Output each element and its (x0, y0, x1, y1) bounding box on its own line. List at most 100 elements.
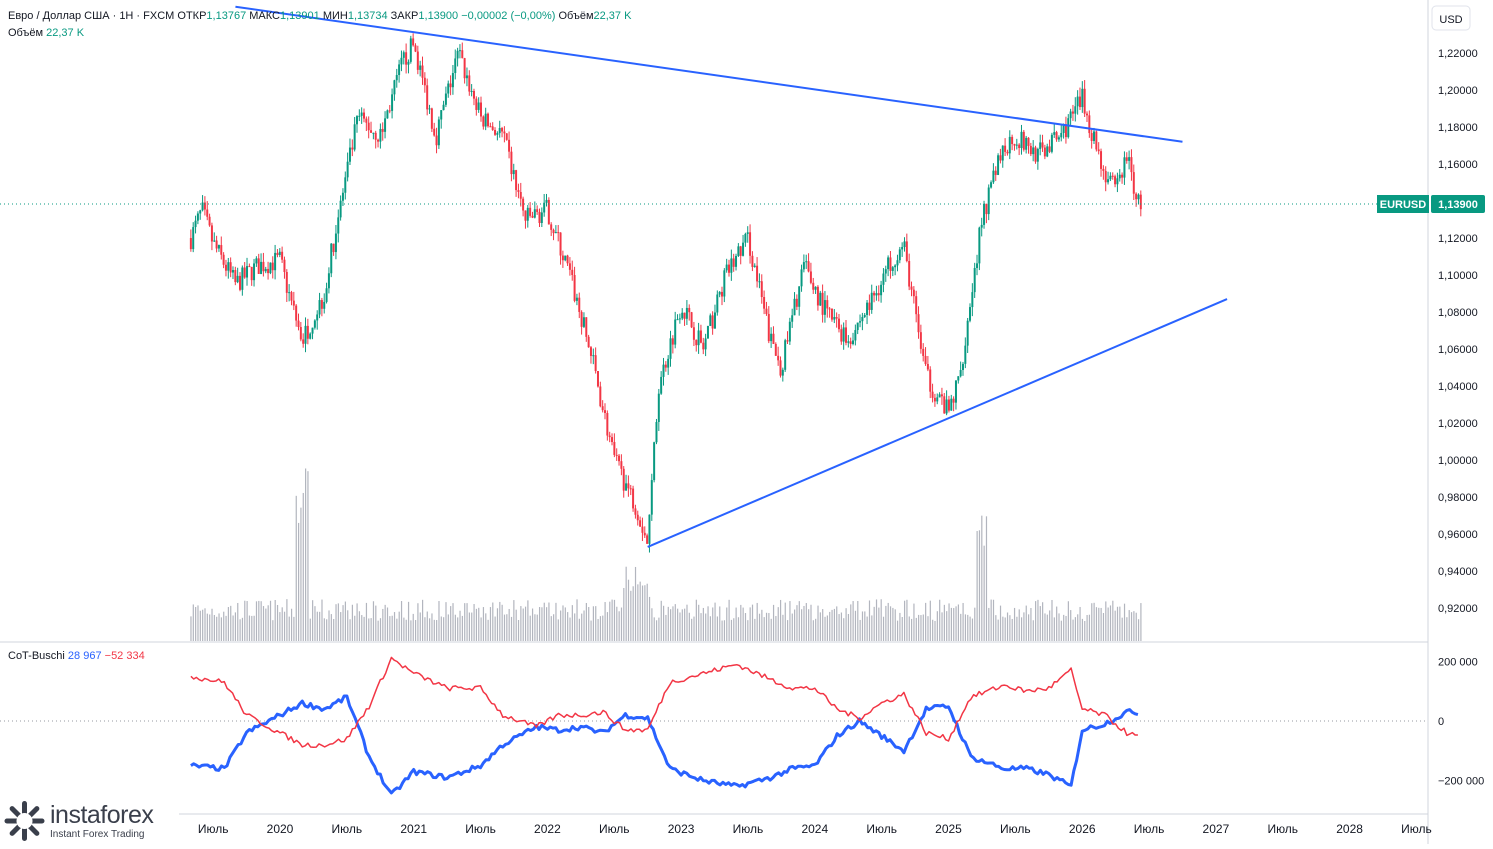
volume-bar (517, 619, 520, 641)
candle-body (491, 126, 494, 130)
candle-body (772, 333, 775, 344)
volume-bar (960, 613, 962, 641)
candle-body (725, 264, 728, 271)
volume-bar (328, 610, 330, 641)
candle-body (669, 338, 672, 359)
volume-bar (218, 613, 220, 641)
candle-body (557, 232, 560, 234)
time-axis[interactable]: Июль 2020 Июль 2021 Июль 2022 Июль 2023 Июль 2024… (198, 822, 1432, 836)
indicator-name[interactable]: CoT-Buschi (8, 650, 65, 662)
candle-body (947, 399, 950, 411)
candle-body (1034, 147, 1037, 162)
volume-bar (822, 609, 824, 641)
volume-bar (726, 607, 728, 641)
candle-body (711, 315, 714, 329)
candle-body (873, 292, 876, 296)
volume-bar (826, 615, 828, 641)
volume-bar (321, 599, 323, 641)
volume-bar (433, 619, 435, 641)
candle-body (229, 262, 232, 273)
price-tick-label: 1,12000 (1438, 233, 1478, 245)
candle-body (433, 128, 436, 136)
volume-bar (384, 604, 386, 641)
volume-bar (422, 599, 424, 641)
candle-body (1130, 157, 1133, 173)
candle-body (1102, 168, 1105, 171)
candle-body (463, 58, 466, 79)
volume-bar (843, 618, 845, 641)
candle-body (538, 211, 541, 224)
cot-short-line (190, 656, 1138, 749)
trendline[interactable] (647, 298, 1228, 548)
candle-body (1008, 136, 1011, 154)
volume-bar (482, 607, 485, 641)
ohlc-legend[interactable]: Евро / Доллар США · 1Н · FXCM ОТКР1,1376… (8, 10, 632, 22)
candle-body (292, 300, 295, 306)
candle-body (419, 65, 422, 70)
candle-body (765, 308, 768, 314)
candle-body (978, 227, 981, 264)
price-scale[interactable]: USD 1,22000 1,20000 1,18000 1,16000 1,12000 1… (1431, 5, 1478, 615)
indicator-legend[interactable]: CoT-Buschi 28 967 −52 334 (8, 650, 145, 662)
candle-body (451, 73, 454, 88)
volume-bar (1116, 606, 1119, 641)
volume-bar (211, 608, 213, 641)
volume-bar (295, 495, 297, 641)
volume-bar (714, 602, 716, 641)
volume-bar (817, 605, 819, 641)
volume-bar (358, 611, 361, 641)
candle-body (351, 147, 354, 150)
volume-legend[interactable]: Объём 22,37 K (8, 27, 84, 39)
volume-bar (981, 515, 983, 641)
candle-body (837, 318, 840, 330)
volume-bar (925, 602, 927, 641)
trendlines[interactable] (235, 5, 1228, 548)
volume-bar (531, 608, 534, 641)
volume-bar (641, 585, 644, 641)
symbol-name[interactable]: Евро / Доллар США (8, 10, 110, 22)
volume-bar (354, 615, 356, 641)
candle-body (283, 259, 286, 273)
trendline[interactable] (235, 5, 1183, 143)
candle-body (374, 132, 377, 140)
candle-body (288, 292, 291, 294)
volume-bar (450, 606, 452, 641)
volume-bar (677, 608, 679, 641)
volume-bar (333, 618, 335, 641)
volume-bar (550, 616, 552, 641)
candle-body (550, 224, 553, 230)
candle-body (828, 308, 831, 310)
candle-body (290, 292, 293, 301)
volume-bar (866, 616, 868, 641)
candle-body (835, 317, 838, 319)
volume-bar (1133, 611, 1135, 641)
candle-body (634, 508, 637, 515)
volume-bar (447, 614, 449, 641)
candle-body (756, 265, 759, 282)
volume-bar (410, 620, 412, 641)
instaforex-logo[interactable]: instaforex Instant Forex Trading (0, 799, 179, 844)
candle-body (990, 182, 993, 188)
candle-body (1097, 149, 1100, 152)
candle-body (1029, 145, 1032, 155)
currency-label[interactable]: USD (1439, 14, 1462, 26)
high-label: МАКС (249, 10, 280, 22)
candle-body (915, 296, 918, 315)
cot-scale[interactable]: 200 000 0 −200 000 (1438, 656, 1484, 787)
candle-body (919, 332, 922, 349)
volume-bar (896, 620, 899, 641)
candle-body (877, 293, 880, 296)
volume-bar (1128, 610, 1130, 641)
currency-button[interactable] (1431, 5, 1471, 31)
candle-body (1121, 174, 1124, 178)
candle-body (833, 317, 836, 320)
volume-bar (1084, 620, 1086, 641)
volume-bars (190, 468, 1142, 641)
candle-body (611, 437, 614, 442)
volume-bar (632, 586, 634, 641)
candle-body (224, 264, 227, 271)
candle-body (1027, 137, 1030, 146)
volume-bar (882, 616, 885, 641)
